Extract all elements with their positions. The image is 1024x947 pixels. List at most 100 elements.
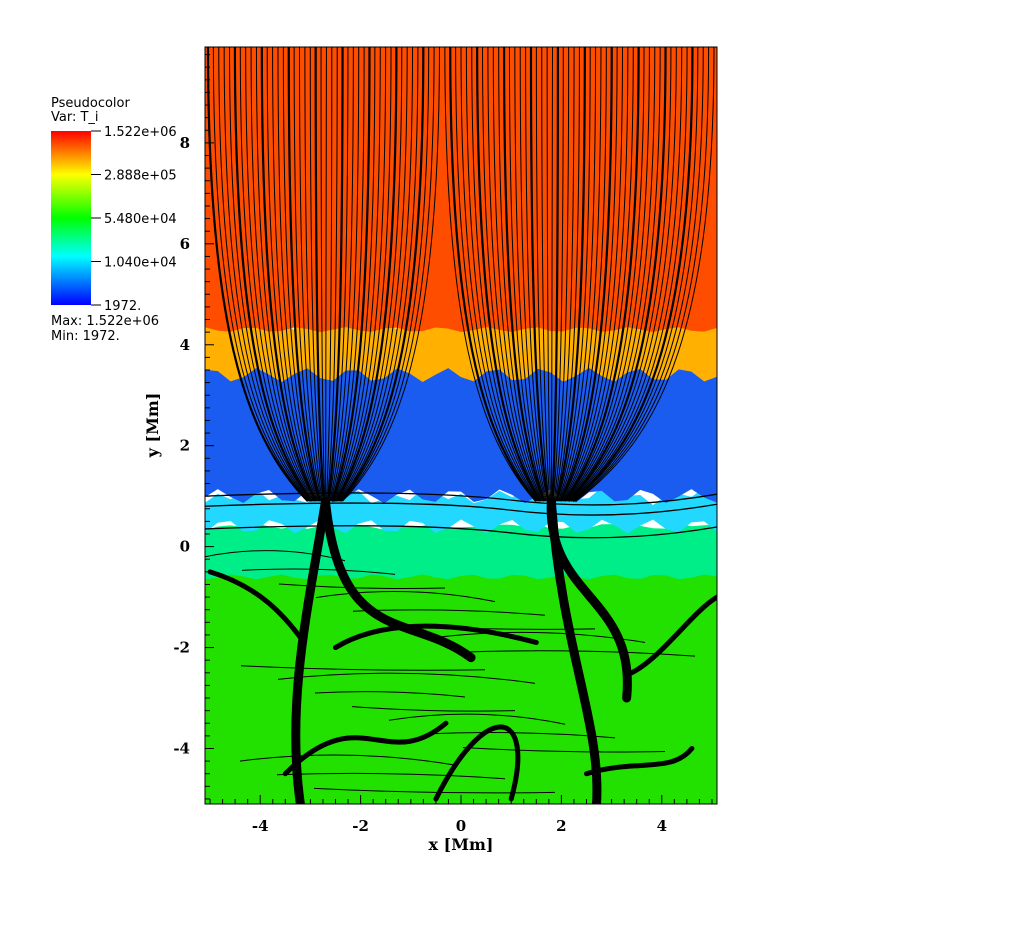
field-line [476,47,542,502]
field-line [571,47,688,502]
field-line [240,665,486,671]
field-line [205,492,717,506]
y-tick-label: 8 [180,134,190,152]
field-line [556,47,591,502]
field-line [498,47,544,502]
field-line [567,47,667,502]
field-line [320,47,326,502]
field-line [553,47,570,502]
field-line [239,47,314,502]
field-line [272,47,318,502]
field-line [299,47,323,502]
field-line [250,47,315,502]
field-line [535,47,550,502]
field-line [309,47,324,502]
field-line [245,47,314,502]
field-line [336,47,403,502]
field-line [277,47,319,502]
field-line [460,47,539,502]
x-tick-label: -4 [252,817,269,835]
field-line [514,47,547,502]
field-line [205,502,717,516]
field-line [425,732,616,739]
field-line [341,47,435,502]
x-tick-label: 2 [556,817,566,835]
field-line [482,47,542,502]
y-tick-label: 4 [180,336,190,354]
field-line [568,47,672,502]
field-line [325,47,327,502]
field-line [570,47,683,502]
x-tick-label: 4 [657,817,667,835]
field-line [559,47,607,502]
field-line [328,47,349,502]
y-tick-label: -4 [173,739,190,757]
field-line [352,609,546,616]
field-line [335,47,398,502]
field-line [329,47,354,502]
field-line [334,47,392,502]
field-line [206,47,309,502]
field-line [560,47,618,502]
field-line [573,47,699,502]
field-line [444,47,536,502]
colorbar-label: 5.480e+04 [104,212,177,227]
field-line [266,47,318,502]
field-line [562,47,629,502]
field-line [551,47,559,502]
field-line [339,47,425,502]
flux-tube [207,569,303,640]
field-line [471,47,540,502]
colorbar [51,131,91,305]
legend-title: Pseudocolor [51,96,130,111]
field-line [569,47,677,502]
field-line [340,47,430,502]
field-layer [205,573,717,804]
field-line [304,47,323,502]
field-line [218,47,310,502]
field-line [342,47,440,502]
field-line [338,47,414,502]
field-line [260,47,317,502]
y-axis-title: y [Mm] [143,393,162,459]
field-line [487,47,543,502]
field-line [563,47,640,502]
flux-tube [583,745,695,777]
colorbar-labels: 1.522e+06 2.888e+05 5.480e+04 1.040e+04 1972… [91,125,177,314]
field-line [333,47,381,502]
field-line [564,47,645,502]
field-line [314,691,466,698]
flux-tube [333,623,539,651]
field-line [519,47,548,502]
field-line [558,47,602,502]
field-line [502,47,546,502]
legend-max: Max: 1.522e+06 [51,314,159,329]
field-line [229,47,312,502]
field-line [565,47,650,502]
field-line [293,47,322,502]
field-line [277,672,536,684]
field-lines [205,47,717,804]
field-line [525,47,548,502]
field-line [278,583,446,589]
field-line [223,47,311,502]
field-line [337,47,408,502]
field-line [465,47,540,502]
field-line [314,47,326,502]
field-line [351,706,516,712]
field-line [241,568,396,575]
legend-min: Min: 1972. [51,329,120,344]
colorbar-label: 2.888e+05 [104,169,177,184]
field-line [313,787,556,794]
colorbar-label: 1972. [104,299,141,314]
field-line [426,631,646,643]
x-axis-title: x [Mm] [429,835,494,854]
field-line [330,47,365,502]
field-line [546,47,552,502]
y-tick-label: 2 [180,437,190,455]
field-line [555,47,586,502]
flux-tube [282,720,449,777]
y-tick-label: 6 [180,235,190,253]
field-line [205,525,717,539]
